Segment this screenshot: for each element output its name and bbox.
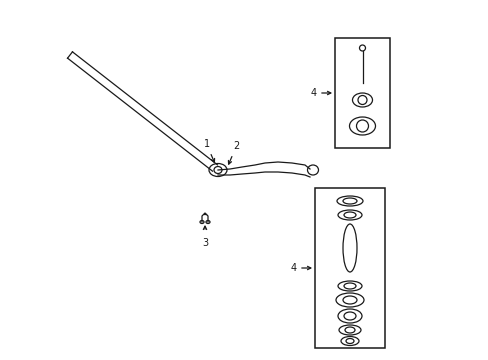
Bar [334, 38, 389, 148]
Text: 1: 1 [203, 139, 210, 149]
Bar [314, 188, 384, 348]
Text: 2: 2 [232, 141, 239, 151]
Text: 4: 4 [310, 88, 316, 98]
Text: 4: 4 [290, 263, 296, 273]
Text: 3: 3 [202, 238, 207, 248]
